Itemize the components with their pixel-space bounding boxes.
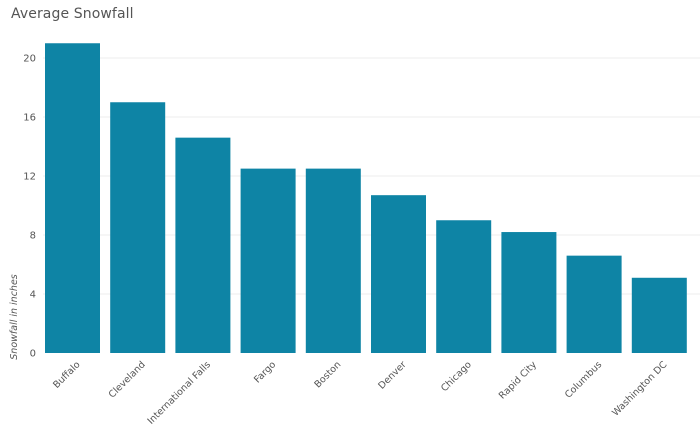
x-tick-label: Fargo — [252, 359, 278, 385]
y-tick-label: 8 — [30, 231, 36, 242]
y-tick-label: 0 — [30, 349, 36, 360]
x-tick-label: Chicago — [439, 359, 474, 394]
x-tick-label: International Falls — [146, 359, 213, 426]
y-axis-title: Snowfall in inches — [9, 274, 20, 360]
y-axis-ticks: 0 4 8 12 16 20 — [23, 54, 36, 360]
x-tick-label: Buffalo — [51, 359, 82, 390]
y-tick-label: 4 — [30, 290, 36, 301]
bar-international-falls — [175, 137, 231, 353]
bar-buffalo — [45, 43, 100, 353]
bar-fargo — [240, 168, 296, 353]
bar-columbus — [566, 255, 622, 353]
x-tick-label: Washington DC — [610, 359, 670, 419]
bar-denver — [371, 195, 426, 353]
x-tick-label: Rapid City — [497, 359, 539, 401]
y-tick-label: 12 — [23, 172, 36, 183]
x-tick-label: Columbus — [563, 359, 604, 400]
x-tick-label: Cleveland — [107, 359, 148, 400]
bar-rapid-city — [501, 232, 557, 353]
bar-boston — [305, 168, 361, 353]
y-tick-label: 20 — [23, 54, 36, 65]
bars — [45, 43, 687, 353]
x-tick-label: Denver — [376, 359, 408, 391]
x-tick-label: Boston — [312, 359, 343, 390]
bar-chicago — [436, 220, 492, 353]
bar-washington-dc — [631, 277, 687, 353]
y-tick-label: 16 — [23, 113, 36, 124]
bar-cleveland — [110, 102, 166, 353]
chart-title: Average Snowfall — [11, 6, 134, 22]
